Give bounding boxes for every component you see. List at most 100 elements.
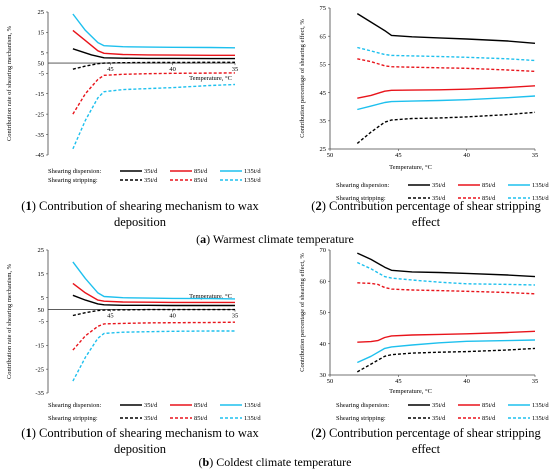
y-tick-label: 25 bbox=[320, 146, 327, 153]
y-tick-label: 70 bbox=[320, 247, 327, 254]
y-tick-label: 25 bbox=[38, 247, 45, 254]
y-axis-label: Contribution rate of shearing mechanism,… bbox=[6, 25, 13, 141]
chart-caption-line2: deposition bbox=[114, 442, 167, 456]
y-tick-label: -35 bbox=[35, 390, 44, 397]
series-stripping-85t-d bbox=[72, 321, 236, 351]
y-tick-label: 25 bbox=[38, 9, 45, 16]
x-tick-label: 50 bbox=[327, 152, 334, 159]
legend-group-label: Shearing stripping: bbox=[336, 415, 386, 422]
series-dispersion-35t-d bbox=[72, 48, 235, 60]
y-tick-label: 50 bbox=[320, 310, 327, 317]
series-stripping-35t-d bbox=[356, 111, 536, 144]
legend-entry: 85t/d bbox=[482, 195, 496, 202]
chart-caption-line2: effect bbox=[412, 442, 441, 456]
y-tick-label: 35 bbox=[320, 118, 327, 125]
series-dispersion-135t-d bbox=[72, 261, 236, 300]
chart-caption: (1) Contribution of shearing mechanism t… bbox=[21, 426, 259, 440]
series-dispersion-85t-d bbox=[72, 282, 235, 304]
chart-caption: (2) Contribution percentage of shear str… bbox=[311, 199, 541, 213]
legend: Shearing dispersion: 35t/d 85t/d 135t/d Shea… bbox=[336, 402, 549, 422]
y-axis-label: Contribution percentage of shearing effe… bbox=[299, 19, 306, 138]
x-tick-label: 35 bbox=[532, 152, 539, 159]
legend-group-label: Shearing stripping: bbox=[48, 415, 98, 422]
section-title-section_a: (a) Warmest climate temperature bbox=[196, 232, 354, 246]
x-tick-label: 35 bbox=[232, 313, 239, 320]
y-tick-label: -5 bbox=[39, 70, 44, 77]
legend-entry: 35t/d bbox=[432, 195, 446, 202]
y-tick-label: 65 bbox=[320, 33, 327, 40]
y-tick-label: -45 bbox=[35, 152, 44, 159]
x-tick-label: 35 bbox=[232, 66, 239, 73]
y-tick-label: -15 bbox=[35, 91, 44, 98]
y-axis-label: Contribution rate of shearing mechanism,… bbox=[6, 263, 13, 379]
x-tick-label: 40 bbox=[169, 66, 176, 73]
series-dispersion-135t-d bbox=[72, 13, 236, 49]
legend-entry: 135t/d bbox=[532, 415, 549, 422]
section-title-section_b: (b) Coldest climate temperature bbox=[199, 455, 352, 469]
series-dispersion-85t-d bbox=[357, 330, 536, 343]
legend-entry: 85t/d bbox=[194, 415, 208, 422]
series-stripping-135t-d bbox=[72, 330, 235, 382]
legend-entry: 35t/d bbox=[144, 402, 158, 409]
x-tick-label: 40 bbox=[169, 313, 176, 320]
legend-entry: 85t/d bbox=[194, 402, 208, 409]
series-stripping-135t-d bbox=[357, 46, 536, 62]
legend-group-label: Shearing dispersion: bbox=[48, 168, 101, 175]
x-tick-label: 40 bbox=[463, 152, 470, 159]
y-tick-label: 55 bbox=[320, 62, 327, 69]
legend-entry: 85t/d bbox=[482, 182, 496, 189]
legend-entry: 135t/d bbox=[244, 177, 261, 184]
series-dispersion-135t-d bbox=[357, 95, 536, 111]
legend-entry: 35t/d bbox=[432, 402, 446, 409]
legend-group-label: Shearing dispersion: bbox=[48, 402, 101, 409]
origin-label: 50 bbox=[38, 307, 45, 314]
y-tick-label: 30 bbox=[320, 372, 327, 379]
legend-entry: 35t/d bbox=[144, 177, 158, 184]
series-stripping-35t-d bbox=[72, 61, 235, 70]
series-dispersion-35t-d bbox=[356, 13, 536, 44]
y-tick-label: 75 bbox=[320, 5, 327, 12]
legend-entry: 135t/d bbox=[244, 168, 261, 175]
x-axis-label: Temperature, °C bbox=[389, 164, 432, 171]
y-tick-label: -25 bbox=[35, 111, 44, 118]
legend: Shearing dispersion: 35t/d 85t/d 135t/d Shea… bbox=[336, 182, 549, 202]
series-dispersion-135t-d bbox=[357, 339, 536, 364]
series-stripping-85t-d bbox=[357, 58, 536, 73]
series-stripping-35t-d bbox=[72, 308, 235, 317]
y-tick-label: 5 bbox=[41, 295, 44, 302]
y-tick-label: -5 bbox=[39, 319, 44, 326]
x-tick-label: 45 bbox=[107, 313, 114, 320]
legend-entry: 135t/d bbox=[532, 182, 549, 189]
series-dispersion-35t-d bbox=[357, 252, 536, 278]
chart-b1: 25 15 5 -5 -15 -25 -35 45 40 35 50 Contribution rat… bbox=[6, 247, 261, 456]
series-stripping-135t-d bbox=[72, 83, 236, 150]
legend: Shearing dispersion: 35t/d 85t/d 135t/d Shea… bbox=[48, 168, 261, 184]
y-tick-label: 40 bbox=[320, 341, 327, 348]
chart-b2: 30 40 50 60 70 50 45 40 35 Contribution percentag… bbox=[299, 247, 549, 456]
chart-a1: 25 15 5 -5 -15 -25 -35 -45 45 40 35 50 Contribution … bbox=[6, 9, 261, 229]
y-tick-label: 15 bbox=[38, 271, 45, 278]
legend-entry: 85t/d bbox=[194, 168, 208, 175]
legend-entry: 85t/d bbox=[194, 177, 208, 184]
y-tick-label: 5 bbox=[41, 50, 44, 57]
series-stripping-85t-d bbox=[357, 282, 536, 295]
legend-entry: 35t/d bbox=[432, 182, 446, 189]
y-tick-label: 60 bbox=[320, 278, 327, 285]
y-tick-label: 15 bbox=[38, 30, 45, 37]
legend-group-label: Shearing dispersion: bbox=[336, 402, 389, 409]
x-tick-label: 40 bbox=[463, 378, 470, 385]
chart-a2: 25 35 45 55 65 75 50 45 40 35 Contribution percent… bbox=[299, 5, 549, 229]
legend-entry: 85t/d bbox=[482, 415, 496, 422]
x-axis-label: Temperature, °C bbox=[389, 388, 432, 395]
series-stripping-85t-d bbox=[72, 72, 236, 115]
legend-entry: 35t/d bbox=[144, 415, 158, 422]
series-stripping-135t-d bbox=[357, 261, 536, 286]
legend-entry: 135t/d bbox=[244, 415, 261, 422]
series-dispersion-35t-d bbox=[72, 294, 235, 307]
x-tick-label: 45 bbox=[395, 152, 402, 159]
origin-label: 50 bbox=[38, 60, 45, 67]
legend-entry: 35t/d bbox=[432, 415, 446, 422]
y-tick-label: -15 bbox=[35, 343, 44, 350]
legend-entry: 135t/d bbox=[532, 195, 549, 202]
